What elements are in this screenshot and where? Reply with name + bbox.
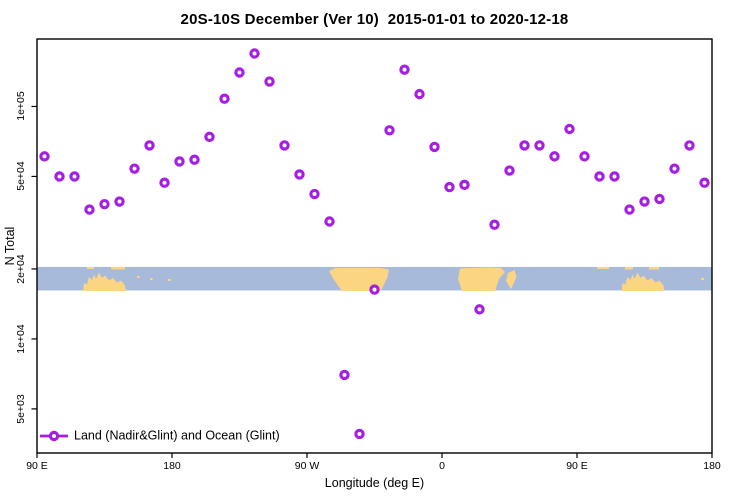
land-shape-new-guinea-edge [111,266,125,270]
x-tick-label: 90 E [26,460,48,472]
data-point-marker [699,177,710,188]
data-point-marker [144,140,155,151]
land-shape-madagascar [506,269,517,289]
legend-label: Land (Nadir&Glint) and Ocean (Glint) [74,428,280,443]
chart-title: 20S-10S December (Ver 10) 2015-01-01 to … [180,11,569,28]
land-shape-pacific-islands [137,275,140,278]
y-tick-label: 1e+04 [15,324,27,354]
data-point-marker [84,204,95,215]
data-point-marker [249,48,260,59]
data-point-marker [114,196,125,207]
data-point-marker [579,151,590,162]
data-point-marker [384,125,395,136]
data-point-marker [429,141,440,153]
data-point-marker [279,140,290,151]
data-point-marker [459,179,470,191]
data-point-marker [624,204,635,215]
data-point-marker [594,171,605,182]
data-point-marker [369,284,380,295]
data-point-marker [444,181,455,193]
data-point-marker [99,198,110,210]
land-shape-java-timor-islands-wrap [597,266,609,269]
y-tick-label: 5e+04 [15,161,27,192]
y-tick-label: 2e+04 [15,254,27,284]
x-tick-label: 180 [703,460,721,472]
data-point-marker [294,169,305,180]
land-shape-pacific-islands [168,278,171,281]
data-point-marker [669,163,680,174]
data-point-marker [399,64,410,75]
data-point-marker [54,171,65,182]
data-point-marker [639,196,650,207]
x-tick-label: 90 E [566,460,588,472]
land-shape-fiji-speck [701,277,704,280]
data-point-marker [264,76,275,87]
data-point-marker [219,93,230,104]
y-tick-label: 1e+05 [15,91,27,122]
y-tick-label: 5e+03 [15,394,27,424]
x-tick-label: 0 [439,460,445,472]
land-shape-africa [458,267,505,291]
plot-frame [36,38,713,454]
data-point-marker [339,369,350,381]
data-point-marker [129,163,140,174]
land-shape-new-guinea-edge [649,266,659,270]
x-tick-label: 180 [163,460,181,472]
x-axis-title: Longitude (deg E) [324,476,425,490]
data-point-marker [204,131,215,143]
data-point-marker [234,67,245,78]
data-point-marker [489,219,500,230]
data-point-marker [519,140,530,151]
data-point-marker [189,154,200,165]
data-point-marker [414,88,425,100]
data-point-marker [549,151,560,162]
data-point-marker [564,123,575,135]
data-point-marker [39,151,50,162]
data-point-marker [609,171,620,182]
land-shape-pacific-islands [150,277,153,280]
land-shape-timor-islands [87,266,94,269]
data-point-marker [504,165,515,176]
land-shape-java-timor-islands-wrap [625,266,633,270]
legend-marker-circle [48,430,60,442]
data-point-marker [474,304,485,315]
land-shape-australia-wrap [621,272,665,291]
x-tick-label: 90 W [294,460,320,472]
data-point-marker [174,156,185,167]
data-point-marker [534,140,545,151]
data-point-marker [69,171,80,182]
data-point-marker [324,216,335,227]
data-point-marker [159,177,170,188]
data-point-marker [654,193,665,205]
data-point-marker [309,188,320,200]
data-point-marker [354,428,365,440]
data-point-marker [684,140,695,151]
land-shape-australia [83,272,126,291]
